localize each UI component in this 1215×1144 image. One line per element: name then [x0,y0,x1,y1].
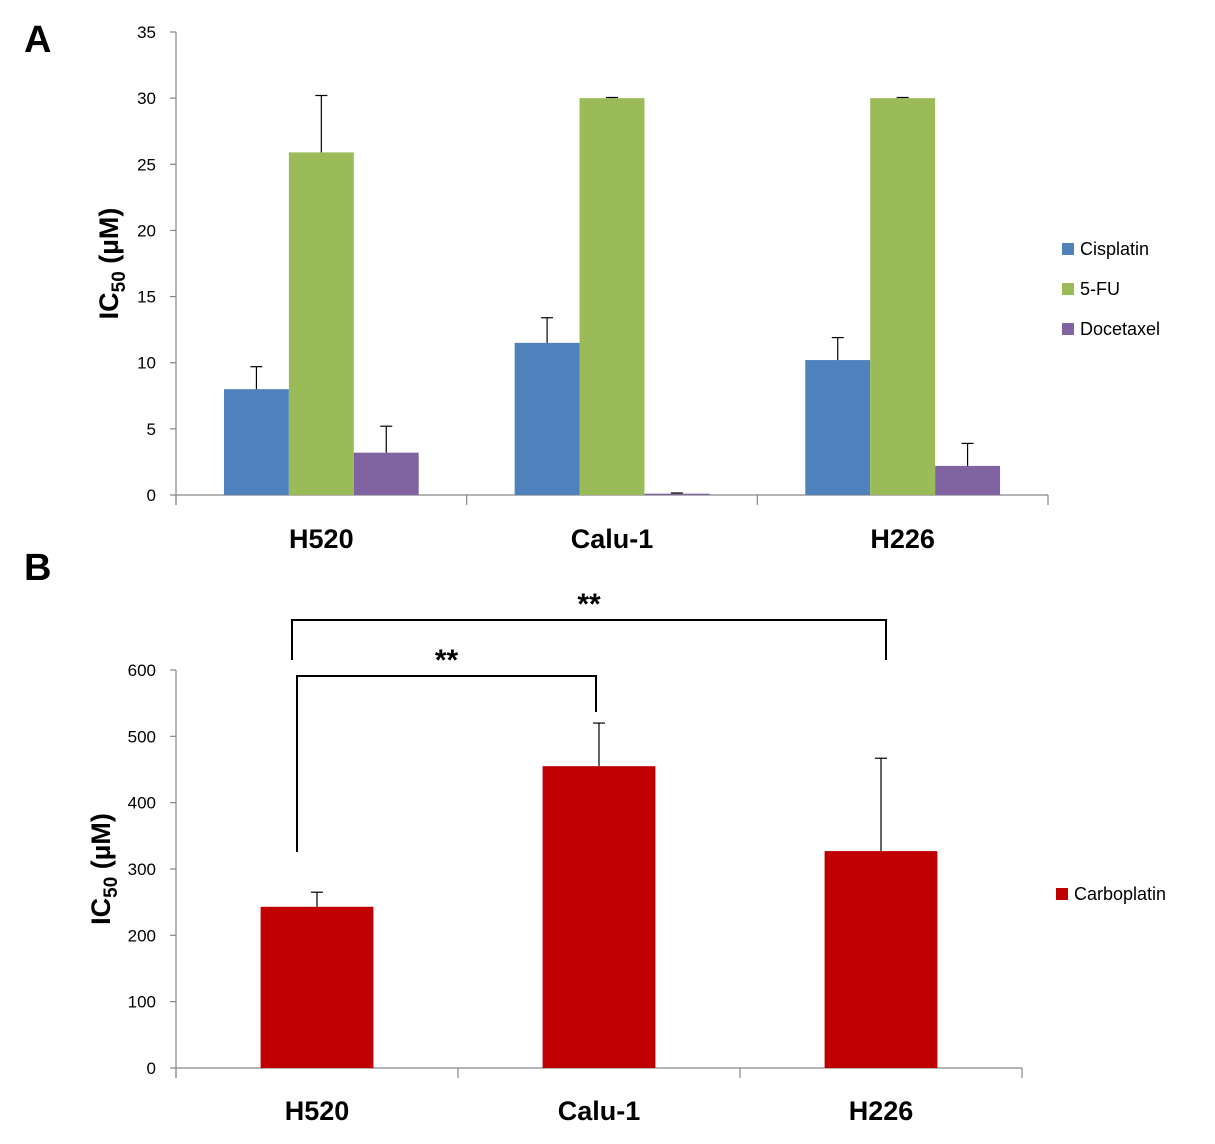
x-category-label: H520 [289,524,354,554]
legend-swatch [1062,283,1074,295]
y-tick-label: 20 [137,221,156,240]
significance-bracket [296,675,597,852]
bar [514,342,580,495]
x-category-label: Calu-1 [571,524,654,554]
y-tick-label: 400 [128,794,156,813]
legend-label: Cisplatin [1080,239,1149,259]
y-tick-label: 300 [128,860,156,879]
y-tick-label: 500 [128,727,156,746]
bar [870,98,936,496]
y-tick-label: 5 [147,420,156,439]
x-category-label: H520 [285,1096,350,1126]
x-category-label: H226 [870,524,935,554]
y-tick-label: 200 [128,926,156,945]
bar [579,98,645,496]
y-axis-label-unit: (µM) [94,208,124,272]
significance-bracket [291,619,887,660]
panel-a-letter: A [24,19,51,61]
chart-a: 0 5 10 15 20 25 30 35 H520 Calu-1 H226 IC50 (µM) Cis… [94,23,1160,554]
legend-label: Docetaxel [1080,319,1160,339]
y-axis-label-main: IC [94,292,124,319]
bar [542,766,656,1068]
y-tick-label: 600 [128,661,156,680]
bar [353,452,419,495]
x-category-label: H226 [849,1096,914,1126]
y-tick-label: 10 [137,354,156,373]
bar [824,851,938,1068]
legend-label: Carboplatin [1074,884,1166,904]
bar [260,906,374,1068]
bar [223,389,289,495]
significance-label: ** [577,588,601,621]
significance-label: ** [435,644,459,677]
x-category-label: Calu-1 [558,1096,641,1126]
y-axis-label-subscript: 50 [101,877,122,898]
y-axis-label-main: IC [86,898,116,925]
legend-swatch [1062,243,1074,255]
bar [805,360,871,495]
y-tick-label: 0 [147,1059,156,1078]
y-tick-label: 0 [147,486,156,505]
legend-swatch [1062,323,1074,335]
y-axis-label: IC50 (µM) [86,813,122,925]
y-axis-label-subscript: 50 [109,271,130,292]
bar [935,465,1001,495]
y-tick-label: 100 [128,993,156,1012]
legend-swatch [1056,888,1068,900]
chart-b: 0 100 200 300 400 500 600 H520 Calu-1 H226 IC50 (µ… [86,588,1166,1126]
y-tick-label: 25 [137,155,156,174]
legend-label: 5-FU [1080,279,1120,299]
y-axis-label-unit: (µM) [86,813,116,877]
y-tick-label: 15 [137,288,156,307]
bar [288,152,354,495]
bar [644,493,710,495]
panel-b-letter: B [24,547,51,589]
y-tick-label: 30 [137,89,156,108]
y-tick-label: 35 [137,23,156,42]
y-axis-label: IC50 (µM) [94,208,130,320]
